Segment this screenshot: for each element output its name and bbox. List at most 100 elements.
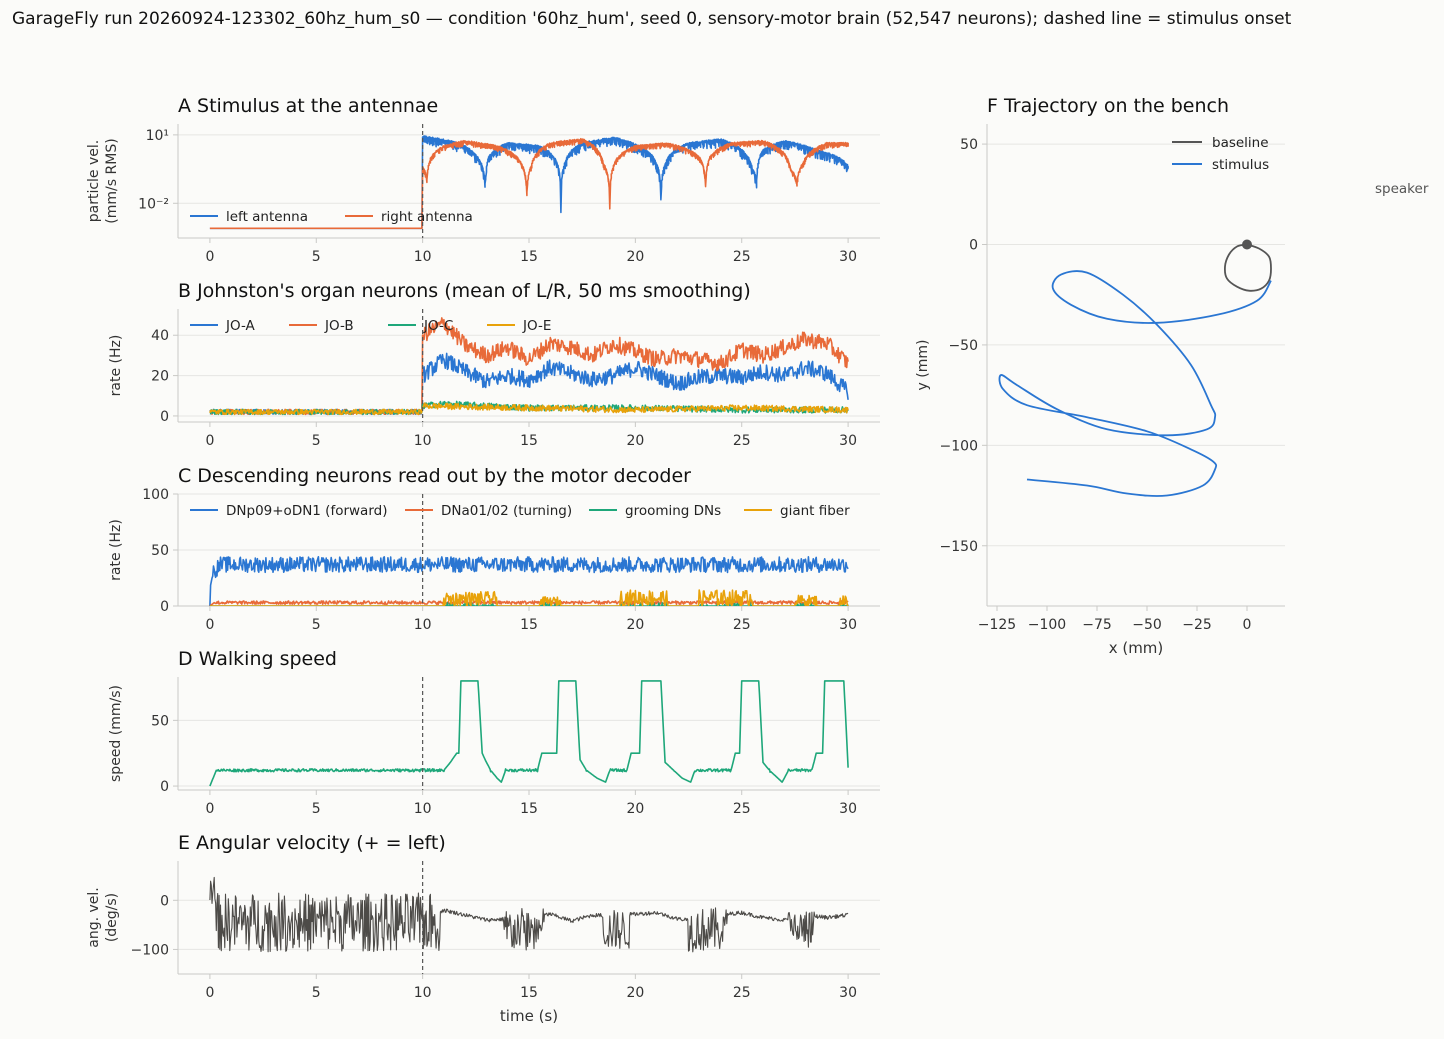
y-tick-label: 20 (151, 369, 169, 385)
legend-label: right antenna (381, 209, 473, 225)
panel-title-B: B Johnston's organ neurons (mean of L/R,… (178, 280, 751, 302)
x-axis-label: x (mm) (1109, 639, 1164, 657)
legend-item: left antenna (190, 209, 308, 225)
legend-item: JO-E (487, 318, 551, 334)
y-tick-label: 40 (151, 328, 169, 344)
trajectory-baseline (1224, 243, 1272, 292)
figure-title: GarageFly run 20260924-123302_60hz_hum_s… (12, 9, 1292, 29)
x-tick-label: 30 (839, 433, 857, 449)
legend-label: JO-C (423, 318, 453, 334)
legend-label: stimulus (1212, 157, 1269, 173)
y-tick-label: 0 (160, 409, 169, 425)
y-axis-label: speed (mm/s) (108, 685, 124, 782)
y-tick-label: 0 (969, 238, 978, 254)
x-tick-label: 0 (205, 985, 214, 1001)
x-tick-label: 5 (312, 617, 321, 633)
legend-item: right antenna (345, 209, 473, 225)
y-axis-label: rate (Hz) (108, 335, 124, 397)
series-line-D (209, 680, 849, 787)
y-tick-label: −150 (940, 539, 978, 555)
panel-title-E: E Angular velocity (+ = left) (178, 832, 446, 854)
legend-item: DNp09+oDN1 (forward) (190, 503, 387, 519)
y-tick-label: 50 (960, 137, 978, 153)
legend-item: JO-C (388, 318, 453, 334)
legend-label: giant fiber (780, 503, 850, 519)
x-tick-label: 20 (626, 617, 644, 633)
legend-label: left antenna (226, 209, 308, 225)
x-tick-label: 10 (414, 801, 432, 817)
plot-area-E (209, 876, 849, 953)
x-tick-label: 30 (839, 985, 857, 1001)
legend-item: JO-A (190, 318, 256, 334)
x-tick-label: 10 (414, 617, 432, 633)
y-axis-label: y (mm) (915, 340, 931, 391)
panel-E: E Angular velocity (+ = left) 0 −100 0 5 10 15… (86, 832, 880, 1025)
y-tick-label: 50 (151, 543, 169, 559)
x-tick-label: 15 (520, 617, 538, 633)
y-tick-label: 50 (151, 713, 169, 729)
y-tick-label: −100 (131, 942, 169, 958)
y-tick-label: 10¹ (146, 128, 169, 144)
panel-title-F: F Trajectory on the bench (987, 95, 1229, 117)
legend-item: DNa01/02 (turning) (405, 503, 572, 519)
legend-item: grooming DNs (589, 503, 721, 519)
x-tick-label: −75 (1082, 617, 1112, 633)
series-line-dnp09-odn1-forward- (209, 556, 849, 606)
panel-title-C: C Descending neurons read out by the mot… (178, 465, 691, 487)
panel-F: F Trajectory on the bench 50 0 −50 −100 −150 −… (915, 95, 1429, 657)
y-axis-label: ang. vel. (86, 887, 102, 947)
x-tick-label: 30 (839, 617, 857, 633)
x-tick-label: 10 (414, 985, 432, 1001)
x-tick-label: 15 (520, 801, 538, 817)
y-axis-label: (mm/s RMS) (104, 138, 120, 223)
legend-label: JO-E (522, 318, 551, 334)
legend-item: giant fiber (744, 503, 850, 519)
x-tick-label: 25 (733, 433, 751, 449)
legend-label: grooming DNs (625, 503, 721, 519)
x-tick-label: 10 (414, 433, 432, 449)
panel-title-D: D Walking speed (178, 648, 337, 670)
legend-label: JO-A (225, 318, 256, 334)
legend-item: JO-B (289, 318, 354, 334)
y-tick-label: 0 (160, 893, 169, 909)
y-axis-label: (deg/s) (104, 893, 120, 942)
x-tick-label: 15 (520, 985, 538, 1001)
plot-area-D (209, 680, 849, 787)
x-tick-label: 25 (733, 801, 751, 817)
y-tick-label: 0 (160, 599, 169, 615)
x-tick-label: 25 (733, 985, 751, 1001)
legend-label: JO-B (324, 318, 354, 334)
x-tick-label: 30 (839, 249, 857, 265)
y-tick-label: 10⁻² (138, 196, 169, 212)
plot-area-B (209, 317, 849, 416)
y-tick-label: 100 (142, 487, 169, 503)
x-tick-label: 0 (205, 617, 214, 633)
x-tick-label: 15 (520, 433, 538, 449)
x-tick-label: 5 (312, 433, 321, 449)
x-tick-label: 0 (205, 249, 214, 265)
plot-area-C (209, 556, 849, 606)
plot-area-F (998, 239, 1272, 497)
legend-item: baseline (1172, 135, 1269, 151)
legend-label: DNp09+oDN1 (forward) (226, 503, 387, 519)
series-line-jo-e (209, 402, 849, 416)
series-line-giant-fiber (209, 589, 849, 606)
y-axis-label: particle vel. (86, 140, 102, 223)
x-tick-label: 0 (205, 801, 214, 817)
x-tick-label: 20 (626, 433, 644, 449)
x-tick-label: −50 (1132, 617, 1162, 633)
legend-item: stimulus (1172, 157, 1269, 173)
legend-label: baseline (1212, 135, 1269, 151)
x-tick-label: 5 (312, 801, 321, 817)
x-tick-label: 20 (626, 249, 644, 265)
x-tick-label: 25 (733, 249, 751, 265)
panel-title-A: A Stimulus at the antennae (178, 95, 438, 117)
y-tick-label: −100 (940, 438, 978, 454)
y-axis-label: rate (Hz) (108, 519, 124, 581)
y-tick-label: −50 (948, 338, 978, 354)
x-tick-label: 25 (733, 617, 751, 633)
panel-D: D Walking speed 0 50 0 5 10 15 20 25 30 speed (mm/… (108, 648, 880, 817)
x-tick-label: −100 (1028, 617, 1066, 633)
x-tick-label: 15 (520, 249, 538, 265)
